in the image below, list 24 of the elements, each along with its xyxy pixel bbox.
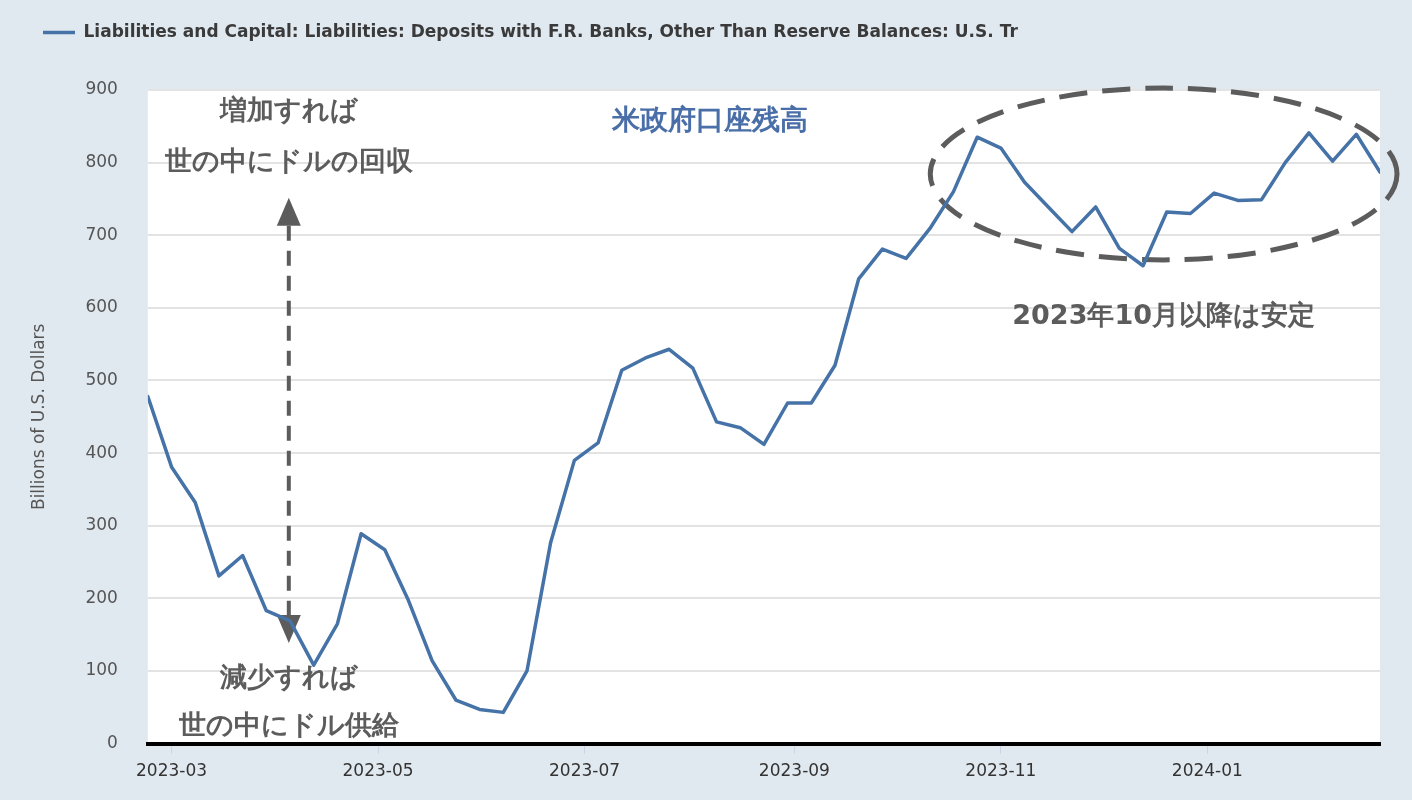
- annotation: 2023年10月以降は安定: [1012, 299, 1315, 331]
- x-tick-label: 2024-01: [1171, 760, 1243, 781]
- y-tick-label: 800: [85, 151, 118, 172]
- x-tick-label: 2023-03: [136, 760, 208, 781]
- x-tick-label: 2023-11: [965, 760, 1037, 781]
- y-axis-title: Billions of U.S. Dollars: [27, 323, 48, 511]
- annotation: 増加すれば: [218, 94, 359, 126]
- annotation: 世の中にドルの回収: [163, 144, 414, 176]
- annotation: 世の中にドル供給: [177, 709, 400, 741]
- annotation: 減少すれば: [218, 661, 359, 693]
- x-tick-label: 2023-09: [758, 760, 830, 781]
- y-tick-label: 900: [85, 78, 118, 99]
- y-tick-label: 600: [85, 296, 118, 317]
- y-tick-label: 300: [85, 514, 118, 535]
- y-tick-label: 0: [107, 732, 118, 753]
- x-tick-label: 2023-07: [549, 760, 621, 781]
- y-tick-label: 500: [85, 368, 118, 389]
- x-tick-label: 2023-05: [342, 760, 414, 781]
- legend-label: Liabilities and Capital: Liabilities: Deposits with F.R. Banks, Other Than Reserve Balances: U.S. Tr: [83, 20, 1019, 41]
- y-tick-label: 700: [85, 223, 118, 244]
- y-tick-label: 100: [85, 659, 118, 680]
- y-tick-label: 200: [85, 586, 118, 607]
- text: 米政府口座残高: [611, 102, 809, 136]
- y-tick-label: 400: [85, 441, 118, 462]
